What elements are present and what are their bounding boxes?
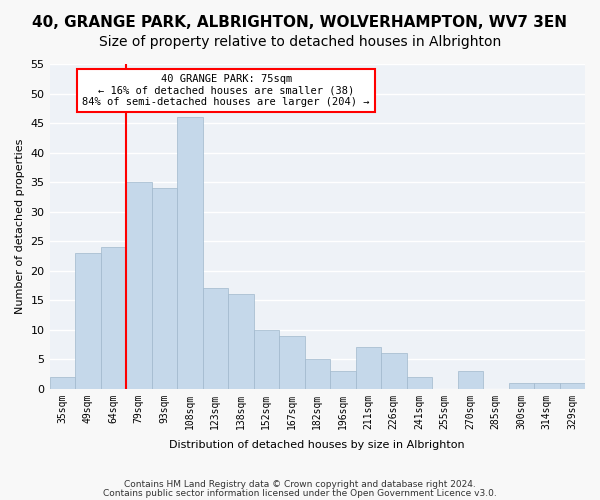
Text: Contains public sector information licensed under the Open Government Licence v3: Contains public sector information licen…	[103, 488, 497, 498]
Text: 40, GRANGE PARK, ALBRIGHTON, WOLVERHAMPTON, WV7 3EN: 40, GRANGE PARK, ALBRIGHTON, WOLVERHAMPT…	[32, 15, 568, 30]
Bar	[203, 288, 228, 389]
Bar	[101, 247, 126, 389]
X-axis label: Distribution of detached houses by size in Albrighton: Distribution of detached houses by size …	[169, 440, 465, 450]
Bar	[50, 377, 75, 389]
Bar	[152, 188, 177, 389]
Bar	[356, 348, 381, 389]
Bar	[254, 330, 279, 389]
Bar	[534, 383, 560, 389]
Bar	[458, 371, 483, 389]
Bar	[407, 377, 432, 389]
Bar	[228, 294, 254, 389]
Bar	[509, 383, 534, 389]
Bar	[330, 371, 356, 389]
Bar	[279, 336, 305, 389]
Bar	[560, 383, 585, 389]
Bar	[75, 253, 101, 389]
Bar	[177, 117, 203, 389]
Text: 40 GRANGE PARK: 75sqm
← 16% of detached houses are smaller (38)
84% of semi-deta: 40 GRANGE PARK: 75sqm ← 16% of detached …	[82, 74, 370, 107]
Text: Contains HM Land Registry data © Crown copyright and database right 2024.: Contains HM Land Registry data © Crown c…	[124, 480, 476, 489]
Bar	[305, 360, 330, 389]
Bar	[381, 354, 407, 389]
Bar	[126, 182, 152, 389]
Y-axis label: Number of detached properties: Number of detached properties	[15, 138, 25, 314]
Text: Size of property relative to detached houses in Albrighton: Size of property relative to detached ho…	[99, 35, 501, 49]
